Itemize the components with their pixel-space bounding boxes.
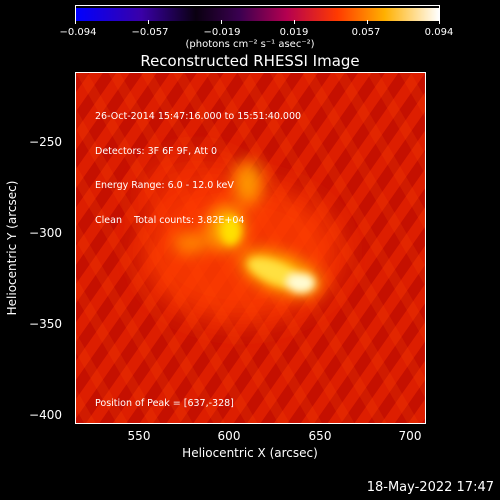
plot-title: Reconstructed RHESSI Image [140,52,360,70]
colorbar-tickmark [148,20,149,24]
colorbar-tickmark [439,20,440,24]
colorbar-tick-label: 0.019 [279,27,309,38]
energy-range: Energy Range: 6.0 - 12.0 keV [95,180,234,191]
colorbar-units: (photons cm⁻² s⁻¹ asec⁻²) [185,39,315,50]
date-stamp: 18-May-2022 17:47 [366,480,494,495]
time-range: 26-Oct-2014 15:47:16.000 to 15:51:40.000 [95,111,302,122]
colorbar-tick-label: −0.094 [59,27,97,38]
x-tick-label: 700 [398,429,422,443]
peak-position: Position of Peak = [637,-328] [95,398,234,409]
colorbar [75,5,440,21]
detectors: Detectors: 3F 6F 9F, Att 0 [95,145,218,157]
colorbar-tick-label: −0.019 [203,27,241,38]
colorbar-tick-label: 0.057 [351,27,381,38]
image-plot [75,72,426,424]
colorbar-tickmark [75,20,76,24]
colorbar-gradient [76,8,439,21]
colorbar-tickmark [367,20,368,24]
colorbar-tick-label: 0.094 [424,27,454,38]
colorbar-tickmark [221,20,222,24]
colorbar-tickmark [294,20,295,24]
x-tick-label: 650 [308,429,332,443]
colorbar-tick-label: −0.057 [131,27,169,38]
y-tick-label: −250 [29,135,62,149]
y-axis-label: Heliocentric Y (arcsec) [5,180,19,316]
y-tick-label: −400 [29,408,62,422]
x-tick-label: 550 [127,429,151,443]
x-tick-label: 600 [217,429,241,443]
flare-image [76,73,425,423]
clean-total-counts: Clean Total counts: 3.82E+04 [95,214,245,226]
y-tick-label: −300 [29,226,62,240]
x-axis-label: Heliocentric X (arcsec) [182,446,318,460]
y-tick-label: −350 [29,317,62,331]
observation-info: 26-Oct-2014 15:47:16.000 to 15:51:40.000… [95,88,301,238]
